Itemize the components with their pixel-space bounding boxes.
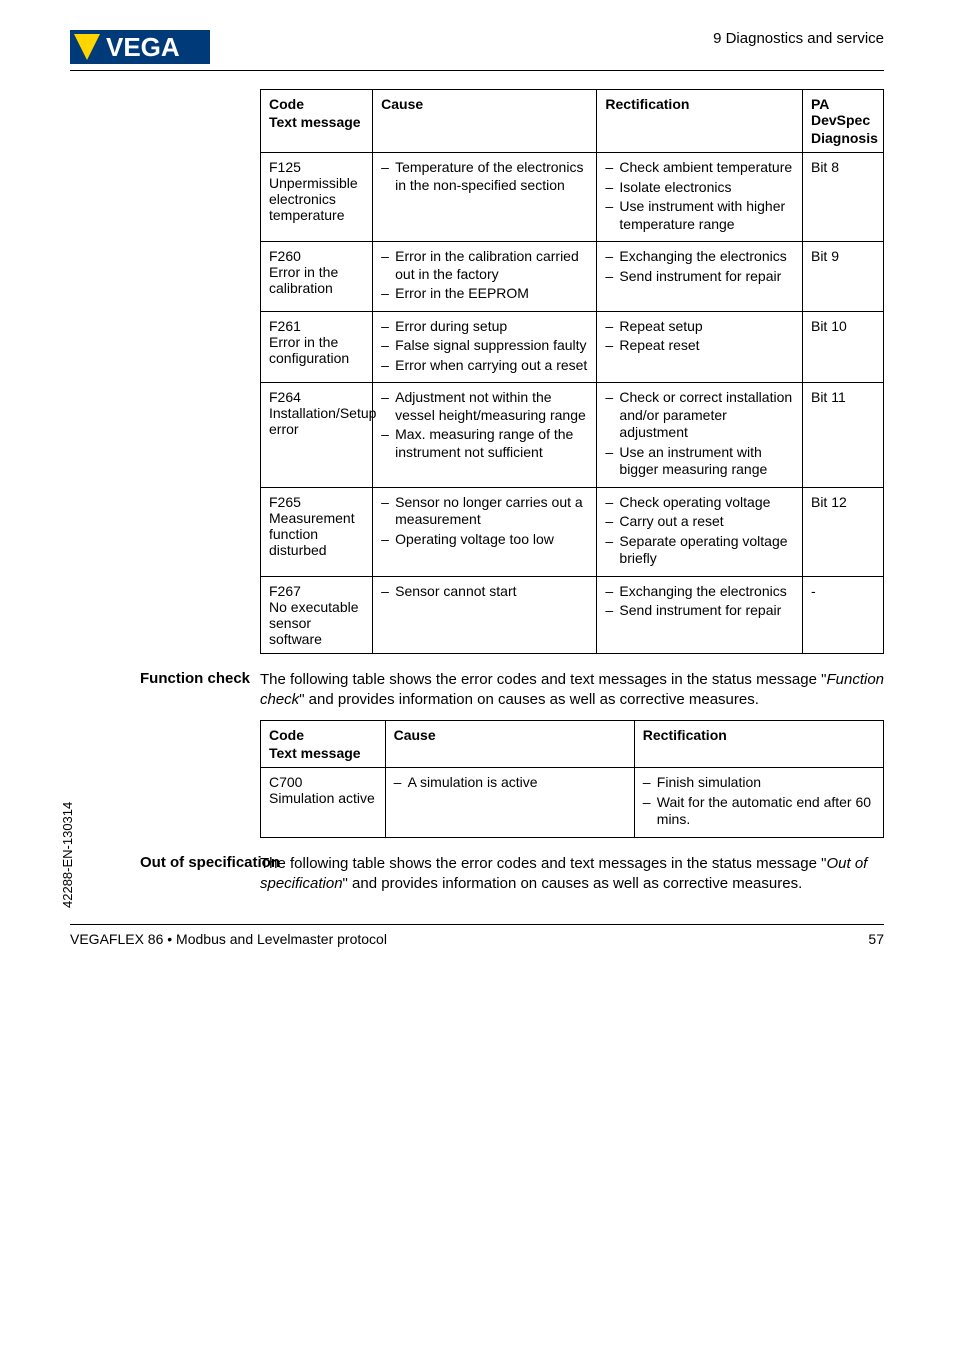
cell-dev: - bbox=[802, 576, 883, 653]
list-item: Use instrument with higher temperature r… bbox=[605, 198, 794, 233]
diagnostics-table: Code Text message Cause Rectification PA… bbox=[260, 89, 884, 654]
list-item: Finish simulation bbox=[643, 774, 875, 792]
table-row: F260Error in the calibrationError in the… bbox=[261, 242, 884, 312]
cell-code: F261Error in the configuration bbox=[261, 311, 373, 383]
footer-left: VEGAFLEX 86 • Modbus and Levelmaster pro… bbox=[70, 931, 387, 947]
doc-id-vertical: 42288-EN-130314 bbox=[60, 802, 75, 908]
list-item: Wait for the automatic end after 60 mins… bbox=[643, 794, 875, 829]
th-rect: Rectification bbox=[634, 721, 883, 768]
list-item: False signal suppression faulty bbox=[381, 337, 588, 355]
cell-dev: Bit 9 bbox=[802, 242, 883, 312]
function-check-text: The following table shows the error code… bbox=[260, 670, 884, 711]
th-cause: Cause bbox=[385, 721, 634, 768]
cell-dev: Bit 8 bbox=[802, 153, 883, 242]
list-item: Exchanging the electronics bbox=[605, 248, 794, 266]
list-item: Isolate electronics bbox=[605, 179, 794, 197]
cell-cause: Error in the calibration carried out in … bbox=[373, 242, 597, 312]
cell-rect: Check ambient temperature Isolate electro… bbox=[597, 153, 803, 242]
cell-rect: Exchanging the electronics Send instrumen… bbox=[597, 242, 803, 312]
page-footer: VEGAFLEX 86 • Modbus and Levelmaster pro… bbox=[70, 924, 884, 947]
cell-cause: Adjustment not within the vessel height/… bbox=[373, 383, 597, 488]
page-header: VEGA 9 Diagnostics and service bbox=[70, 30, 884, 71]
list-item: Check or correct installation and/or par… bbox=[605, 389, 794, 442]
cell-code: F265Measurement function disturbed bbox=[261, 487, 373, 576]
cell-code: F264Installation/Setup error bbox=[261, 383, 373, 488]
table-row: F267No executable sensor software Sensor … bbox=[261, 576, 884, 653]
list-item: Use an instrument with bigger measuring … bbox=[605, 444, 794, 479]
list-item: Check operating voltage bbox=[605, 494, 794, 512]
list-item: Send instrument for repair bbox=[605, 602, 794, 620]
list-item: Carry out a reset bbox=[605, 513, 794, 531]
list-item: Adjustment not within the vessel height/… bbox=[381, 389, 588, 424]
vega-logo: VEGA bbox=[70, 30, 210, 64]
list-item: Repeat setup bbox=[605, 318, 794, 336]
list-item: Sensor no longer carries out a measureme… bbox=[381, 494, 588, 529]
cell-dev: Bit 11 bbox=[802, 383, 883, 488]
table-row: C700Simulation active A simulation is act… bbox=[261, 768, 884, 838]
table-row: F125Unpermissible electronics temperatur… bbox=[261, 153, 884, 242]
cell-cause: A simulation is active bbox=[385, 768, 634, 838]
list-item: Error when carrying out a reset bbox=[381, 357, 588, 375]
table-row: F264Installation/Setup errorAdjustment n… bbox=[261, 383, 884, 488]
list-item: Check ambient temperature bbox=[605, 159, 794, 177]
cell-code: F125Unpermissible electronics temperatur… bbox=[261, 153, 373, 242]
cell-rect: Exchanging the electronicsSend instrumen… bbox=[597, 576, 803, 653]
italic-phrase: Function check bbox=[260, 671, 884, 708]
list-item: Error in the calibration carried out in … bbox=[381, 248, 588, 283]
cell-dev: Bit 10 bbox=[802, 311, 883, 383]
logo-text: VEGA bbox=[106, 32, 180, 62]
cell-cause: Temperature of the electronics in the no… bbox=[373, 153, 597, 242]
italic-phrase: Out of specification bbox=[260, 855, 867, 892]
footer-right: 57 bbox=[868, 931, 884, 947]
list-item: Sensor cannot start bbox=[381, 583, 588, 601]
cell-cause: Sensor no longer carries out a measureme… bbox=[373, 487, 597, 576]
table-row: F261Error in the configurationError duri… bbox=[261, 311, 884, 383]
list-item: Temperature of the electronics in the no… bbox=[381, 159, 588, 194]
cell-dev: Bit 12 bbox=[802, 487, 883, 576]
section-title: 9 Diagnostics and service bbox=[713, 30, 884, 47]
table-row: F265Measurement function disturbedSensor… bbox=[261, 487, 884, 576]
th-dev: PA DevSpec Diagnosis bbox=[802, 90, 883, 153]
list-item: Exchanging the electronics bbox=[605, 583, 794, 601]
list-item: Max. measuring range of the instrument n… bbox=[381, 426, 588, 461]
list-item: Operating voltage too low bbox=[381, 531, 588, 549]
list-item: Separate operating voltage briefly bbox=[605, 533, 794, 568]
th-code: Code Text message bbox=[261, 721, 386, 768]
out-of-spec-label: Out of specification bbox=[140, 854, 320, 871]
cell-rect: Repeat setupRepeat reset bbox=[597, 311, 803, 383]
th-rect: Rectification bbox=[597, 90, 803, 153]
out-of-spec-text: The following table shows the error code… bbox=[260, 854, 884, 895]
function-check-label: Function check bbox=[140, 670, 320, 687]
cell-rect: Finish simulation Wait for the automatic … bbox=[634, 768, 883, 838]
cell-cause: Sensor cannot start bbox=[373, 576, 597, 653]
cell-rect: Check operating voltageCarry out a reset… bbox=[597, 487, 803, 576]
list-item: Repeat reset bbox=[605, 337, 794, 355]
list-item: A simulation is active bbox=[394, 774, 626, 792]
cell-cause: Error during setupFalse signal suppressi… bbox=[373, 311, 597, 383]
cell-code: F267No executable sensor software bbox=[261, 576, 373, 653]
cell-rect: Check or correct installation and/or par… bbox=[597, 383, 803, 488]
list-item: Error during setup bbox=[381, 318, 588, 336]
list-item: Error in the EEPROM bbox=[381, 285, 588, 303]
cell-code: F260Error in the calibration bbox=[261, 242, 373, 312]
cell-code: C700Simulation active bbox=[261, 768, 386, 838]
th-cause: Cause bbox=[373, 90, 597, 153]
list-item: Send instrument for repair bbox=[605, 268, 794, 286]
th-code: Code Text message bbox=[261, 90, 373, 153]
function-check-table: Code Text message Cause Rectification C7… bbox=[260, 720, 884, 838]
